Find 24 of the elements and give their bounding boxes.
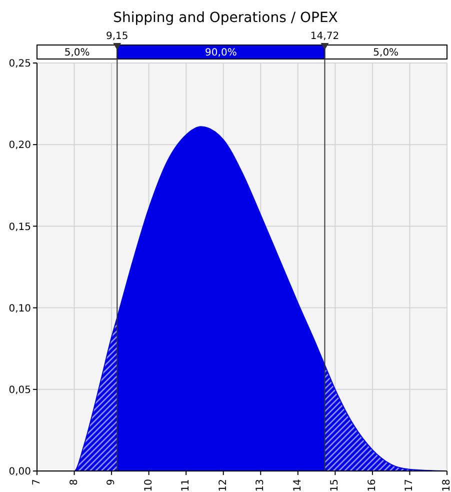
x-tick-label: 13 xyxy=(255,479,266,492)
x-tick-label: 9 xyxy=(106,479,118,486)
x-tick-label: 10 xyxy=(143,479,154,492)
y-tick-label: 0,10 xyxy=(8,303,31,314)
y-tick-label: 0,00 xyxy=(8,466,31,478)
x-tick-label: 14 xyxy=(292,479,304,492)
text: 90,0% xyxy=(205,48,237,58)
chart-title: Shipping and Operations / OPEX xyxy=(112,10,339,26)
ref-line-label: 14,72 xyxy=(310,31,340,42)
x-tick-label: 8 xyxy=(68,479,80,486)
x-tick-label: 7 xyxy=(32,479,42,486)
text: 5,0% xyxy=(373,48,399,58)
y-tick-label: 0,05 xyxy=(8,384,31,396)
text: 5,0% xyxy=(64,48,90,58)
x-tick-label: 15 xyxy=(330,479,341,492)
y-tick-label: 0,25 xyxy=(8,58,31,70)
x-tick-label: 18 xyxy=(442,479,451,492)
x-tick-label: 12 xyxy=(218,479,229,492)
x-tick-label: 17 xyxy=(404,479,416,492)
x-tick-label: 16 xyxy=(366,479,378,492)
ref-line-label: 9,15 xyxy=(106,31,128,42)
y-tick-label: 0,15 xyxy=(8,222,31,233)
x-tick-label: 11 xyxy=(180,479,192,492)
y-tick-label: 0,20 xyxy=(8,140,31,152)
